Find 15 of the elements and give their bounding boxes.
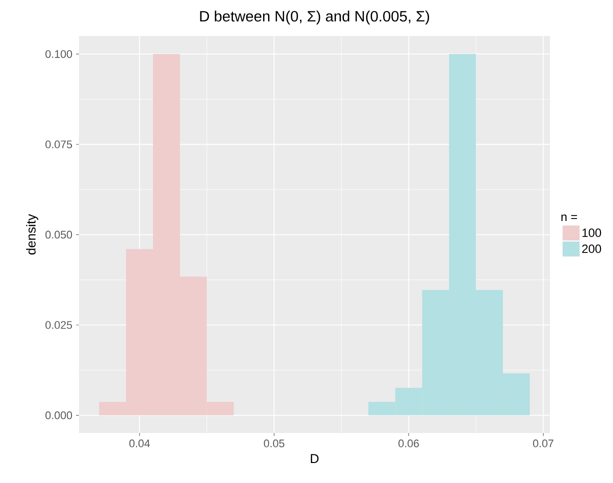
x-tick-label: 0.05 <box>264 440 284 448</box>
x-axis-title: D <box>310 454 319 464</box>
legend-label: 100 <box>582 228 602 237</box>
x-tick-label: 0.06 <box>398 440 419 448</box>
legend-label: 200 <box>582 244 602 253</box>
y-tick-label: 0.050 <box>45 230 72 239</box>
legend-title: n = <box>561 214 577 221</box>
y-tick-label: 0.025 <box>45 321 72 329</box>
y-axis-title: density <box>26 214 38 254</box>
y-tick-label: 0.000 <box>45 411 72 420</box>
y-tick-label: 0.100 <box>45 50 72 58</box>
x-tick-label: 0.07 <box>533 440 554 448</box>
x-tick-label: 0.04 <box>129 440 150 448</box>
y-tick-label: 0.075 <box>45 140 72 148</box>
chart-title: D between N(0, Σ) and N(0.005, Σ) <box>200 10 430 24</box>
